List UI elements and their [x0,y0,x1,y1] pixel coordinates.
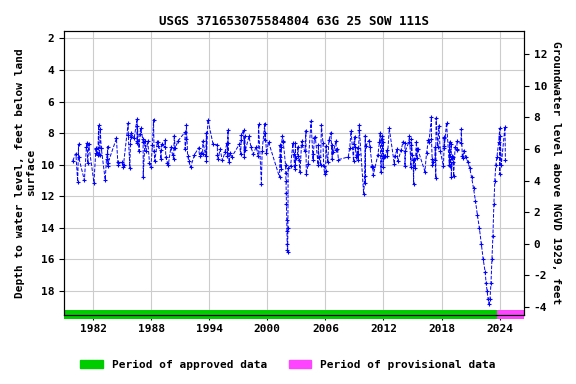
Title: USGS 371653075584804 63G 25 SOW 111S: USGS 371653075584804 63G 25 SOW 111S [159,15,429,28]
Y-axis label: Depth to water level, feet below land
surface: Depth to water level, feet below land su… [15,48,37,298]
Y-axis label: Groundwater level above NGVD 1929, feet: Groundwater level above NGVD 1929, feet [551,41,561,304]
Legend: Period of approved data, Period of provisional data: Period of approved data, Period of provi… [76,356,500,375]
